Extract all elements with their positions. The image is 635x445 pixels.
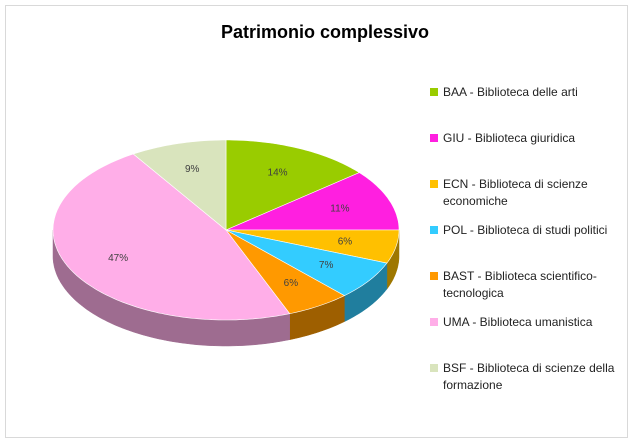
data-label: 9% [185,164,200,175]
legend-label: GIU - Biblioteca giuridica [443,131,576,145]
data-label: 7% [319,260,334,271]
legend-item: BAST - Biblioteca scientifico-tecnologic… [430,268,630,314]
legend-label: BSF - Biblioteca di scienze della formaz… [443,361,615,392]
slice [225,229,346,315]
slice [225,229,388,296]
legend-item: BSF - Biblioteca di scienze della formaz… [430,360,630,406]
legend-swatch [430,364,438,372]
slice [225,229,400,264]
data-label: 47% [108,253,128,264]
legend-label: UMA - Biblioteca umanistica [443,315,593,329]
legend-item: ECN - Biblioteca di scienze economiche [430,176,630,222]
slice [225,172,400,231]
legend-item: BAA - Biblioteca delle arti [430,84,630,130]
legend-label: ECN - Biblioteca di scienze economiche [443,177,588,208]
legend-item: GIU - Biblioteca giuridica [430,130,630,176]
legend-swatch [430,226,438,234]
legend-item: POL - Biblioteca di studi politici [430,222,630,268]
legend-item: UMA - Biblioteca umanistica [430,314,630,360]
data-label: 11% [330,203,349,214]
data-label: 14% [268,168,288,179]
chart-frame [5,5,628,438]
slice [132,139,227,231]
legend: BAA - Biblioteca delle arti GIU - Bibliot… [430,84,630,406]
legend-swatch [430,88,438,96]
legend-label: POL - Biblioteca di studi politici [443,223,608,237]
legend-swatch [430,180,438,188]
data-label: 6% [284,278,299,289]
legend-swatch [430,134,438,142]
slice [225,139,360,231]
legend-swatch [430,272,438,280]
chart-title: Patrimonio complessivo [221,22,429,42]
legend-swatch [430,318,438,326]
data-label: 6% [338,236,353,247]
legend-label: BAST - Biblioteca scientifico-tecnologic… [443,269,597,300]
slice [52,153,291,321]
legend-label: BAA - Biblioteca delle arti [443,85,578,99]
